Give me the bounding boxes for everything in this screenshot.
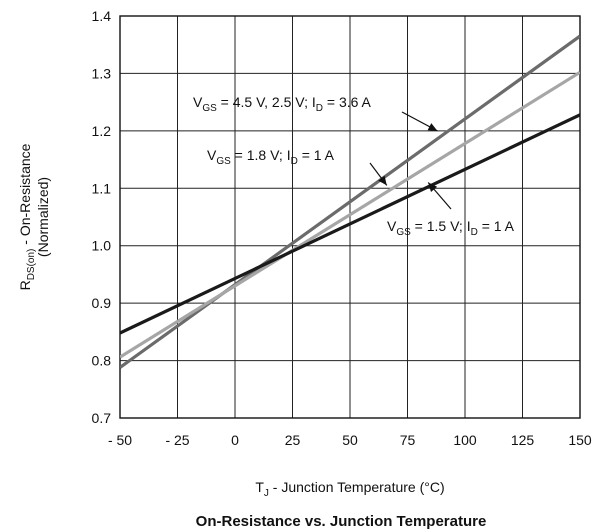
x-tick-label: 50 bbox=[342, 432, 358, 448]
text-run: V bbox=[387, 218, 397, 234]
x-tick-label: - 50 bbox=[108, 432, 132, 448]
y-tick-label: 1.2 bbox=[92, 123, 112, 139]
chart-title: On-Resistance vs. Junction Temperature bbox=[196, 513, 487, 530]
text-run: = 1 A bbox=[478, 218, 515, 234]
subscript: GS bbox=[216, 156, 231, 167]
subscript: J bbox=[264, 488, 269, 499]
plot-frame bbox=[119, 15, 581, 419]
x-tick-label: 125 bbox=[511, 432, 535, 448]
series-label-2: VGS = 1.8 V; ID = 1 A bbox=[207, 147, 335, 167]
x-tick-label: 0 bbox=[231, 432, 239, 448]
x-tick-label: 100 bbox=[453, 432, 477, 448]
series-label-1: VGS = 4.5 V, 2.5 V; ID = 3.6 A bbox=[193, 94, 372, 114]
subscript: D bbox=[291, 156, 298, 167]
subscript: D bbox=[471, 227, 478, 238]
x-tick-label: 150 bbox=[568, 432, 592, 448]
y-tick-label: 0.7 bbox=[92, 410, 112, 426]
y-axis-label: RDS(on) - On-Resistance (Normalized) bbox=[17, 143, 51, 290]
text-run: V bbox=[207, 147, 217, 163]
subscript: D bbox=[316, 103, 323, 114]
y-axis-label-line2: (Normalized) bbox=[35, 177, 51, 257]
y-tick-label: 1.4 bbox=[92, 8, 112, 24]
y-tick-label: 0.8 bbox=[92, 353, 112, 369]
subscript: GS bbox=[202, 103, 217, 114]
text-run: R bbox=[17, 280, 33, 290]
text-run: T bbox=[255, 479, 264, 495]
arrowhead-1 bbox=[427, 123, 438, 131]
x-tick-label: 25 bbox=[285, 432, 301, 448]
grid bbox=[119, 15, 581, 419]
x-tick-label: 75 bbox=[400, 432, 416, 448]
subscript: DS(on) bbox=[26, 249, 37, 281]
text-run: - On-Resistance bbox=[17, 143, 33, 248]
subscript: GS bbox=[396, 227, 411, 238]
y-tick-label: 1.1 bbox=[92, 180, 112, 196]
series-label-3: VGS = 1.5 V; ID = 1 A bbox=[387, 218, 515, 238]
series-line-3 bbox=[120, 113, 580, 335]
y-axis-label-line1: RDS(on) - On-Resistance bbox=[17, 143, 37, 290]
y-tick-label: 1.0 bbox=[92, 238, 112, 254]
x-tick-label: - 25 bbox=[165, 432, 189, 448]
text-run: = 4.5 V, 2.5 V; I bbox=[217, 94, 316, 110]
text-run: V bbox=[193, 94, 203, 110]
series-line-1 bbox=[120, 34, 580, 369]
arrowhead-2 bbox=[378, 175, 387, 186]
x-axis-label: TJ - Junction Temperature (°C) bbox=[255, 479, 444, 499]
series-lines bbox=[120, 34, 580, 369]
y-tick-label: 0.9 bbox=[92, 295, 112, 311]
y-tick-label: 1.3 bbox=[92, 65, 112, 81]
arrowhead-3 bbox=[428, 182, 438, 192]
text-run: = 1 A bbox=[298, 147, 335, 163]
series-line-2 bbox=[120, 70, 580, 359]
text-run: = 1.5 V; I bbox=[411, 218, 471, 234]
tick-labels: - 50 - 25 0 25 50 75 100 125 150 0.7 0.8 0.9 1.0 1.1 1… bbox=[92, 8, 592, 448]
text-run: - Junction Temperature (°C) bbox=[269, 479, 445, 495]
text-run: = 1.8 V; I bbox=[231, 147, 291, 163]
text-run: = 3.6 A bbox=[323, 94, 372, 110]
